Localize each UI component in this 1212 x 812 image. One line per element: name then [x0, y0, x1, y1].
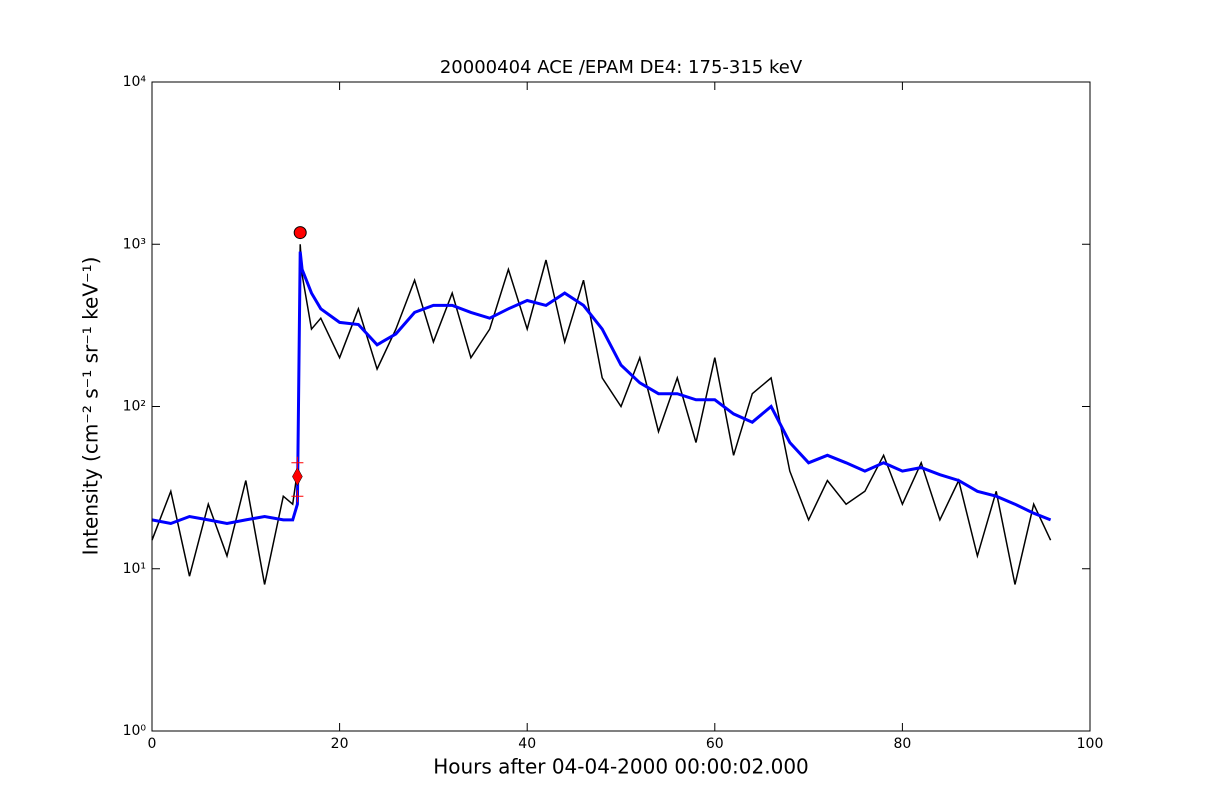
y-tick-label: 10⁰ [123, 723, 147, 739]
data-line [151, 244, 1052, 585]
x-tick-label: 100 [1077, 736, 1104, 752]
x-tick-label: 40 [518, 736, 536, 752]
y-tick-label: 10¹ [123, 561, 146, 577]
x-tick-label: 0 [148, 736, 157, 752]
y-tick-label: 10⁴ [123, 74, 147, 90]
x-tick-label: 20 [331, 736, 349, 752]
x-tick-label: 60 [706, 736, 724, 752]
y-tick-label: 10³ [123, 236, 146, 252]
y-axis-label: Intensity (cm⁻² s⁻¹ sr⁻¹ keV⁻¹) [79, 257, 103, 556]
marker [293, 226, 307, 240]
y-tick-label: 10² [123, 399, 146, 415]
marker [292, 467, 303, 487]
data-line [151, 251, 1052, 526]
chart-title: 20000404 ACE /EPAM DE4: 175-315 keV [440, 57, 803, 78]
x-tick-label: 80 [893, 736, 911, 752]
marker [291, 490, 304, 503]
x-axis-label: Hours after 04-04-2000 00:00:02.000 [433, 755, 809, 779]
marker [291, 456, 304, 469]
